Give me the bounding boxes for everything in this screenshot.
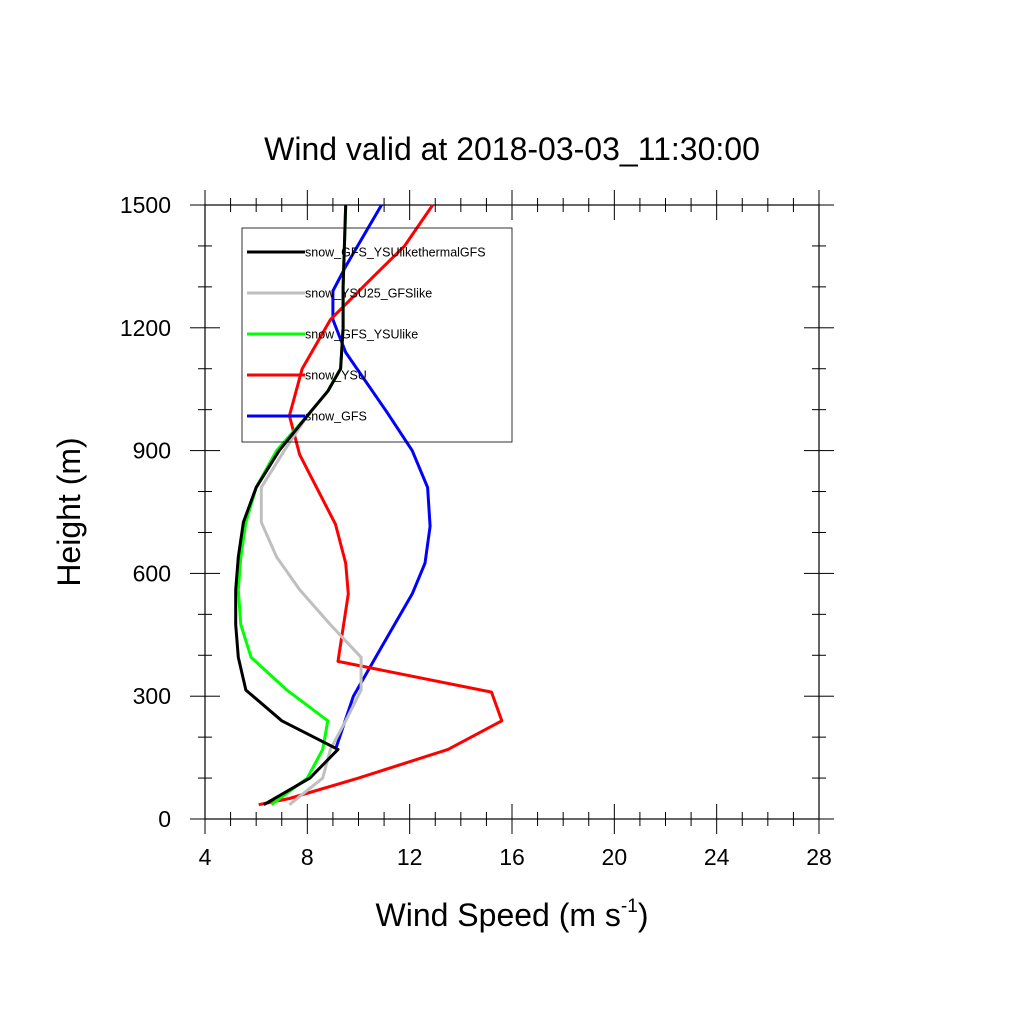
x-tick-label: 20 [602,844,628,870]
x-axis-title: Wind Speed (m s-1) [376,896,649,933]
legend-box [241,227,513,443]
y-tick-label: 1200 [120,315,171,341]
legend-label: snow_YSU25_GFSlike [305,287,432,301]
y-tick-label: 1500 [120,192,171,218]
legend-label: snow_GFS [305,410,367,424]
axis-ticks: 4 8 12 16 20 24 28 0 300 600 900 1200 1500 [120,190,834,870]
x-axis-title-suffix: ) [638,897,649,933]
y-tick-label: 900 [133,438,171,464]
legend-label: snow_GFS_YSUlike [305,328,418,342]
y-tick-label: 600 [133,560,171,586]
x-tick-label: 28 [806,844,832,870]
y-tick-label: 300 [133,683,171,709]
legend: snow_GFS_YSUlikethermalGFS snow_YSU25_GFS… [241,227,513,443]
legend-label: snow_GFS_YSUlikethermalGFS [305,246,486,260]
series-line-snow_GFS_YSUlikethermalGFS [234,204,348,806]
x-tick-label: 16 [499,844,525,870]
x-tick-label: 8 [301,844,314,870]
series-layer [234,204,504,807]
legend-label: snow_YSU [305,369,367,383]
y-tick-label: 0 [158,806,171,832]
x-axis-title-superscript: -1 [621,896,638,917]
x-tick-label: 12 [397,844,423,870]
x-axis-title-main: Wind Speed (m s [376,897,621,933]
chart-title: Wind valid at 2018-03-03_11:30:00 [264,131,760,167]
y-axis-title: Height (m) [51,437,87,586]
series-line-snow_GFS [331,204,432,750]
x-tick-label: 4 [199,844,212,870]
x-tick-label: 24 [704,844,730,870]
